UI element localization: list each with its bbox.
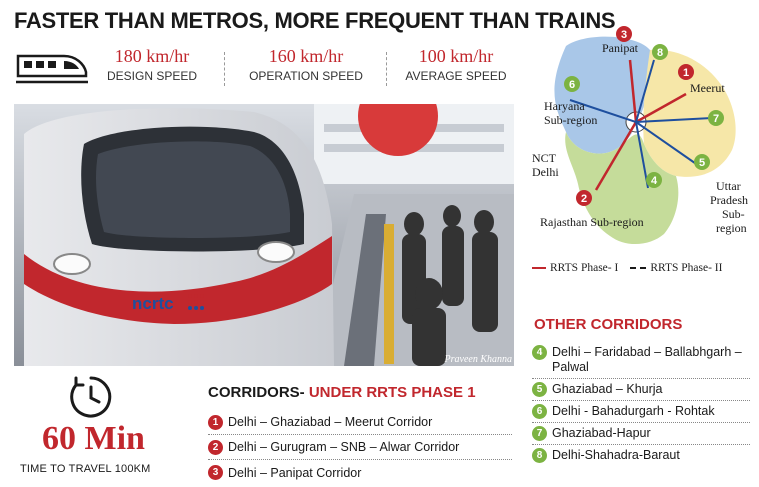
marker-2: 2 bbox=[581, 193, 587, 205]
label-haryana: Haryana bbox=[544, 99, 585, 113]
list-item: 7 Ghaziabad-Hapur bbox=[532, 423, 750, 445]
corridors-heading-prefix: CORRIDORS- bbox=[208, 384, 309, 401]
list-item: 5 Ghaziabad – Khurja bbox=[532, 379, 750, 401]
list-item: 4 Delhi – Faridabad – Ballabhgarh – Palw… bbox=[532, 342, 750, 379]
divider bbox=[386, 52, 387, 86]
list-item: 6 Delhi - Bahadurgarh - Rohtak bbox=[532, 401, 750, 423]
marker-8: 8 bbox=[657, 47, 663, 59]
corridor-number-badge: 2 bbox=[208, 439, 223, 455]
design-speed-label: DESIGN SPEED bbox=[106, 69, 198, 83]
marker-3: 3 bbox=[621, 29, 627, 41]
phase1-corridor-list: 1 Delhi – Ghaziabad – Meerut Corridor 2 … bbox=[208, 410, 512, 485]
train-photo: ncrtc Praveen Khanna bbox=[14, 104, 514, 366]
corridors-heading: CORRIDORS- UNDER RRTS PHASE 1 bbox=[208, 384, 476, 401]
corridors-heading-phase: UNDER RRTS PHASE 1 bbox=[308, 384, 476, 401]
page-title: FASTER THAN METROS, MORE FREQUENT THAN T… bbox=[14, 8, 616, 33]
corridor-number-badge: 3 bbox=[208, 465, 223, 480]
corridor-number-badge: 8 bbox=[532, 448, 547, 463]
label-nct: NCT bbox=[532, 151, 557, 165]
train-icon bbox=[16, 54, 88, 84]
speed-stats: 180 km/hr DESIGN SPEED 160 km/hr OPERATI… bbox=[14, 46, 514, 92]
label-pradesh: Pradesh bbox=[710, 193, 748, 207]
average-speed: 100 km/hr AVERAGE SPEED bbox=[398, 46, 514, 83]
list-item: 8 Delhi-Shahadra-Baraut bbox=[532, 445, 750, 466]
clock-icon bbox=[70, 376, 112, 418]
train-photo-illustration: ncrtc bbox=[14, 104, 514, 366]
corridor-label: Ghaziabad-Hapur bbox=[552, 426, 651, 440]
label-delhi: Delhi bbox=[532, 165, 559, 179]
design-speed: 180 km/hr DESIGN SPEED bbox=[92, 46, 212, 83]
phase1-swatch bbox=[532, 267, 546, 269]
corridor-number-badge: 7 bbox=[532, 426, 547, 441]
corridor-label: Delhi – Ghaziabad – Meerut Corridor bbox=[228, 415, 433, 429]
marker-4: 4 bbox=[651, 175, 658, 187]
operation-speed-value: 160 km/hr bbox=[268, 46, 344, 66]
operation-speed-label: OPERATION SPEED bbox=[249, 69, 363, 83]
travel-time-value: 60 Min bbox=[42, 420, 145, 457]
marker-1: 1 bbox=[683, 67, 689, 79]
label-haryana-subregion: Sub-region bbox=[544, 113, 597, 127]
ncrtc-logo: ncrtc bbox=[132, 294, 174, 313]
rajasthan-region bbox=[565, 132, 679, 245]
phase2-swatch bbox=[630, 267, 647, 269]
label-uttar: Uttar bbox=[716, 179, 741, 193]
corridor-label: Delhi – Faridabad – Ballabhgarh – Palwal bbox=[552, 345, 742, 374]
other-corridor-list: 4 Delhi – Faridabad – Ballabhgarh – Palw… bbox=[532, 342, 750, 466]
marker-5: 5 bbox=[699, 157, 705, 169]
label-region: region bbox=[716, 221, 747, 235]
corridor-label: Delhi-Shahadra-Baraut bbox=[552, 448, 680, 462]
label-meerut: Meerut bbox=[690, 81, 725, 95]
phase2-label: RRTS Phase- II bbox=[650, 262, 723, 274]
corridor-label: Delhi – Gurugram – SNB – Alwar Corridor bbox=[228, 440, 460, 454]
list-item: 1 Delhi – Ghaziabad – Meerut Corridor bbox=[208, 410, 512, 435]
corridor-number-badge: 4 bbox=[532, 345, 547, 360]
corridor-number-badge: 5 bbox=[532, 382, 547, 397]
design-speed-value: 180 km/hr bbox=[114, 46, 190, 66]
corridor-number-badge: 1 bbox=[208, 414, 223, 430]
average-speed-value: 100 km/hr bbox=[418, 46, 494, 66]
photo-credit: Praveen Khanna bbox=[444, 354, 513, 365]
other-corridors-heading: OTHER CORRIDORS bbox=[534, 316, 683, 333]
map-legend: RRTS Phase- I RRTS Phase- II bbox=[532, 262, 722, 274]
list-item: 3 Delhi – Panipat Corridor bbox=[208, 460, 512, 485]
corridor-number-badge: 6 bbox=[532, 404, 547, 419]
corridor-label: Ghaziabad – Khurja bbox=[552, 382, 663, 396]
average-speed-label: AVERAGE SPEED bbox=[405, 69, 507, 83]
marker-7: 7 bbox=[713, 113, 719, 125]
ncr-region-map: 3 8 1 6 7 5 4 2 Panipat Meerut Haryana S… bbox=[532, 26, 748, 245]
up-region bbox=[643, 49, 736, 177]
divider bbox=[224, 52, 225, 86]
corridor-label: Delhi - Bahadurgarh - Rohtak bbox=[552, 404, 715, 418]
marker-6: 6 bbox=[569, 79, 575, 91]
label-panipat: Panipat bbox=[602, 41, 639, 55]
travel-time-label: TIME TO TRAVEL 100KM bbox=[20, 463, 151, 475]
operation-speed: 160 km/hr OPERATION SPEED bbox=[238, 46, 374, 83]
map-markers: 3 8 1 6 7 5 4 2 bbox=[564, 26, 724, 206]
corridor-label: Delhi – Panipat Corridor bbox=[228, 465, 362, 480]
list-item: 2 Delhi – Gurugram – SNB – Alwar Corrido… bbox=[208, 435, 512, 460]
label-sub: Sub- bbox=[722, 207, 745, 221]
phase1-label: RRTS Phase- I bbox=[550, 262, 619, 274]
label-rajasthan: Rajasthan Sub-region bbox=[540, 215, 644, 229]
